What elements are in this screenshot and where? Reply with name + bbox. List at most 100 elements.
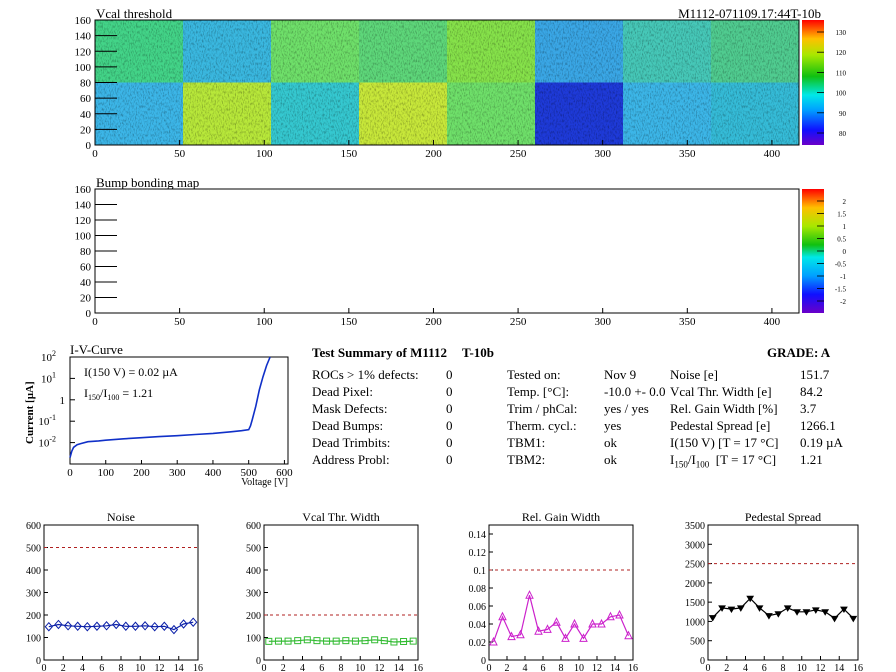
summary-condition-label: Therm. cycl.: (507, 418, 577, 433)
mini-x-tick-label: 16 (413, 663, 423, 672)
mini-data-point (83, 621, 92, 632)
vcal-y-tick-label: 60 (80, 93, 92, 105)
bump-y-tick-label: 120 (75, 215, 92, 227)
iv-x-tick-label: 300 (169, 467, 186, 479)
mini-x-tick-label: 12 (816, 663, 826, 672)
bump-x-tick-label: 200 (425, 316, 442, 328)
mini-x-tick-label: 6 (762, 663, 767, 672)
mini-x-tick-label: 8 (119, 663, 124, 672)
vcal-x-tick-label: 50 (174, 148, 186, 160)
mini-x-tick-label: 10 (574, 663, 584, 672)
vcal-map-x-axis: 0 50 100 150 200 250 300 350 400 (92, 140, 781, 160)
mini-y-tick-label: 0 (481, 656, 486, 667)
mini-y-tick-label: 600 (26, 521, 41, 532)
mini-data-point (718, 605, 726, 612)
bump-palette-label: -2 (840, 298, 846, 306)
vcal-x-tick-label: 400 (764, 148, 781, 160)
mini-y-tick-label: 200 (26, 611, 41, 622)
mini-data-point (774, 611, 783, 618)
mini-data-point (830, 615, 839, 623)
bump-palette-label: 1 (843, 223, 847, 231)
vcal-y-tick-label: 140 (75, 31, 92, 43)
mini-data-point (588, 618, 597, 628)
bump-palette-label: 1.5 (837, 211, 846, 219)
mini-data-point (189, 617, 198, 627)
summary-defect-value: 0 (446, 367, 453, 382)
summary-defect-label: Address Probl: (312, 452, 390, 467)
mini-chart-1: Vcal Thr. Width 600 500 400 300 200 100 00 2 4 6 8 1… (246, 510, 423, 672)
mini-y-tick-label: 400 (26, 566, 41, 577)
mini-y-tick-label: 2500 (685, 560, 705, 571)
iv-y-tick-label: 10-1 (38, 413, 56, 428)
mini-x-tick-label: 2 (724, 663, 729, 672)
mini-data-point (150, 621, 159, 632)
summary-measurement-value: 3.7 (800, 401, 817, 416)
mini-data-point (516, 629, 525, 639)
bump-palette-label: 2 (843, 198, 847, 206)
mini-x-tick-label: 14 (174, 663, 184, 672)
mini-x-tick-label: 0 (706, 663, 711, 672)
mini-data-point (294, 637, 302, 645)
mini-series-line (268, 639, 414, 643)
mini-y-tick-label: 600 (246, 521, 261, 532)
mini-x-tick-label: 12 (155, 663, 165, 672)
mini-data-point (606, 611, 615, 621)
mini-data-point (274, 637, 282, 645)
mini-data-point (63, 621, 73, 631)
vcal-threshold-map: Vcal threshold M1112-071109.17:44T-10b 1… (75, 6, 847, 160)
mini-data-point (342, 637, 350, 645)
bump-x-tick-label: 50 (174, 316, 186, 328)
mini-series-line (48, 621, 194, 631)
iv-x-tick-label: 0 (67, 467, 73, 479)
summary-condition-value: ok (604, 435, 617, 450)
vcal-palette-label: 100 (836, 90, 847, 98)
mini-data-point (284, 637, 292, 645)
vcal-map-y-axis: 160 140 120 100 80 60 40 20 0 (75, 15, 117, 152)
mini-data-point (489, 636, 498, 646)
mini-x-tick-label: 2 (281, 663, 286, 672)
mini-x-tick-label: 0 (42, 663, 47, 672)
bump-palette-label: -1.5 (835, 286, 847, 294)
mini-y-tick-label: 0 (36, 656, 41, 667)
mini-chart-title: Rel. Gain Width (522, 510, 600, 524)
iv-curve-chart: I-V-Curve I(150 V) = 0.02 µA I150/I100 =… (24, 342, 293, 488)
mini-x-tick-label: 2 (505, 663, 510, 672)
mini-y-tick-label: 0.04 (469, 620, 487, 631)
mini-data-point (498, 611, 507, 621)
mini-data-point (708, 615, 717, 622)
mini-y-tick-label: 0.14 (469, 530, 487, 541)
vcal-palette-label: 130 (836, 29, 847, 37)
mini-chart-title: Vcal Thr. Width (302, 510, 379, 524)
bump-map-palette (802, 189, 824, 313)
mini-x-tick-label: 10 (135, 663, 145, 672)
mini-y-tick-label: 100 (26, 634, 41, 645)
summary-measurement-value: 0.19 µA (800, 435, 843, 450)
mini-data-point (102, 621, 111, 631)
vcal-y-tick-label: 40 (80, 109, 92, 121)
mini-data-point (561, 633, 570, 642)
iv-annotation-ratio: I150/I100 = 1.21 (84, 386, 153, 402)
mini-data-point (727, 606, 736, 614)
summary-condition-label: TBM2: (507, 452, 546, 467)
mini-data-point (409, 637, 417, 645)
bump-map-palette-ticks: 2 1.5 1 0.5 0 -0.5 -1 -1.5 -2 (817, 198, 847, 306)
mini-data-point (802, 609, 811, 616)
mini-data-point (783, 605, 792, 612)
mini-y-tick-label: 2000 (685, 579, 705, 590)
bump-x-tick-label: 100 (256, 316, 273, 328)
mini-x-tick-label: 12 (375, 663, 385, 672)
mini-data-point (160, 621, 169, 632)
mini-data-point (179, 619, 188, 629)
vcal-y-tick-label: 80 (80, 78, 92, 90)
test-summary: Test Summary of M1112 T-10b GRADE: A ROC… (312, 343, 872, 473)
mini-data-point (131, 621, 140, 632)
bump-x-tick-label: 300 (594, 316, 611, 328)
bump-palette-label: -1 (840, 273, 846, 281)
bump-map-x-axis: 0 50 100 150 200 250 300 350 400 (92, 308, 781, 328)
mini-y-tick-label: 0.06 (469, 602, 487, 613)
vcal-y-tick-label: 160 (75, 15, 92, 27)
mini-data-point (525, 590, 534, 599)
bump-y-tick-label: 60 (80, 262, 92, 274)
mini-x-tick-label: 2 (61, 663, 66, 672)
summary-defect-label: Dead Trimbits: (312, 435, 391, 450)
